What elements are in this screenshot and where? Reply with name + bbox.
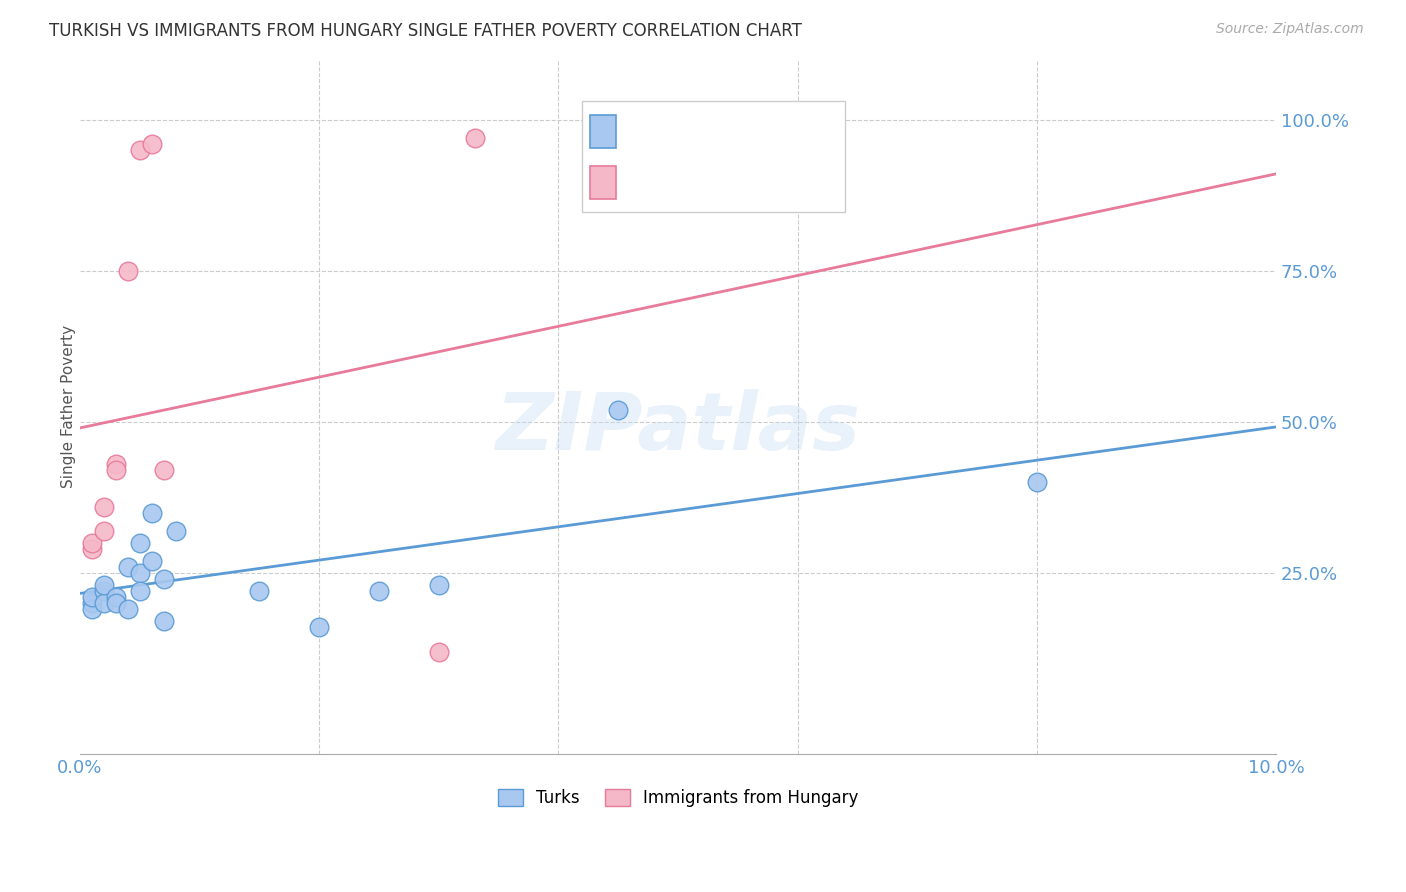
Point bbox=[427, 644, 450, 658]
Point bbox=[104, 463, 127, 477]
Point bbox=[104, 596, 127, 610]
Point bbox=[128, 584, 150, 599]
Point bbox=[128, 143, 150, 157]
Point bbox=[80, 596, 103, 610]
Point bbox=[152, 463, 174, 477]
Point bbox=[165, 524, 187, 538]
Point bbox=[128, 536, 150, 550]
Point bbox=[93, 500, 115, 514]
Point bbox=[367, 584, 389, 599]
Point bbox=[117, 560, 139, 574]
Point bbox=[117, 602, 139, 616]
Point bbox=[308, 620, 330, 634]
Point bbox=[93, 596, 115, 610]
Text: TURKISH VS IMMIGRANTS FROM HUNGARY SINGLE FATHER POVERTY CORRELATION CHART: TURKISH VS IMMIGRANTS FROM HUNGARY SINGL… bbox=[49, 22, 801, 40]
Point bbox=[141, 554, 163, 568]
Point bbox=[152, 615, 174, 629]
Point bbox=[104, 457, 127, 471]
Point bbox=[80, 541, 103, 556]
Point bbox=[128, 566, 150, 580]
Point bbox=[80, 536, 103, 550]
Text: ZIPatlas: ZIPatlas bbox=[495, 389, 860, 467]
Y-axis label: Single Father Poverty: Single Father Poverty bbox=[62, 326, 76, 489]
Point bbox=[93, 524, 115, 538]
Point bbox=[104, 590, 127, 604]
Point bbox=[464, 131, 486, 145]
Point bbox=[141, 506, 163, 520]
Point bbox=[607, 403, 630, 417]
Point bbox=[427, 578, 450, 592]
Legend: Turks, Immigrants from Hungary: Turks, Immigrants from Hungary bbox=[489, 780, 866, 815]
Point bbox=[1025, 475, 1047, 490]
Point bbox=[93, 578, 115, 592]
Point bbox=[117, 264, 139, 278]
Point bbox=[93, 584, 115, 599]
Point bbox=[152, 572, 174, 586]
Point bbox=[80, 590, 103, 604]
Point bbox=[141, 137, 163, 152]
Point bbox=[247, 584, 270, 599]
Text: Source: ZipAtlas.com: Source: ZipAtlas.com bbox=[1216, 22, 1364, 37]
Point bbox=[80, 602, 103, 616]
